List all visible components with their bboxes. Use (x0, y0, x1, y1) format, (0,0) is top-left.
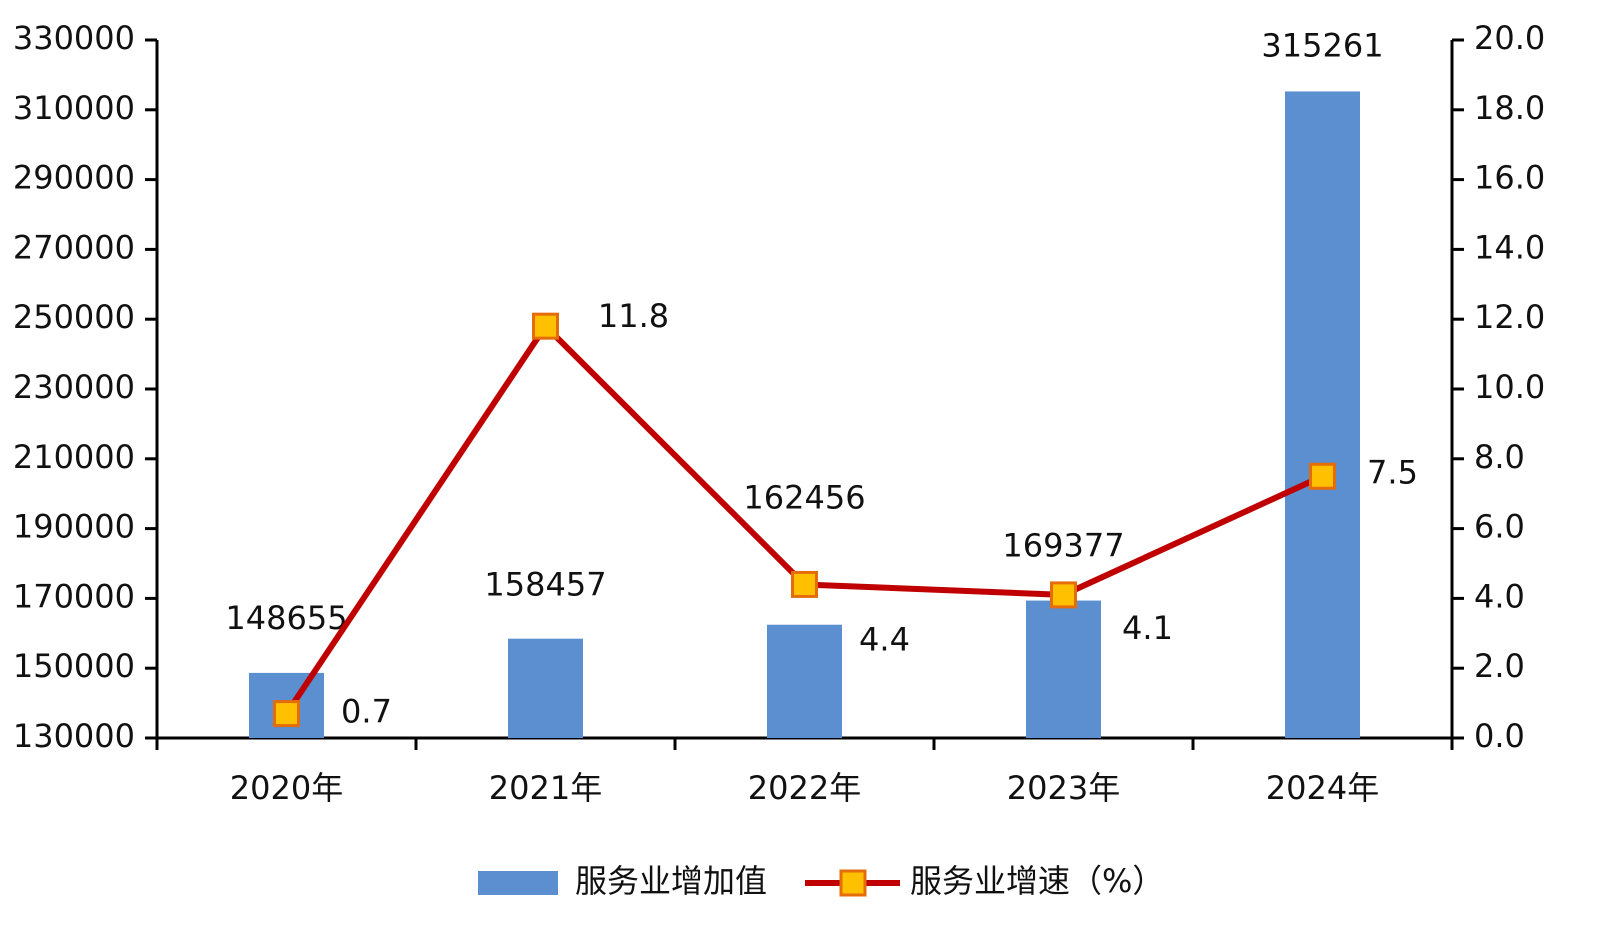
y2-tick-label: 10.0 (1474, 368, 1545, 406)
bar (1285, 91, 1360, 739)
y2-tick-label: 0.0 (1474, 717, 1525, 755)
bar-value-label: 169377 (1002, 527, 1124, 565)
line-marker (791, 570, 818, 598)
y-tick-label: 230000 (13, 368, 135, 406)
y-tick-label: 310000 (13, 89, 135, 127)
bar (508, 638, 583, 738)
y2-tick-label: 6.0 (1474, 508, 1525, 546)
y2-tick-label: 16.0 (1474, 159, 1545, 197)
x-tick-label: 2023年 (1007, 769, 1120, 807)
y2-tick-label: 12.0 (1474, 298, 1545, 336)
y2-tick-label: 14.0 (1474, 228, 1545, 266)
line-marker (273, 700, 300, 728)
y2-tick-label: 20.0 (1474, 19, 1545, 57)
y2-tick-label: 8.0 (1474, 438, 1525, 476)
bar-value-label: 162456 (743, 479, 865, 517)
line-value-label: 11.8 (598, 297, 669, 335)
x-tick-label: 2024年 (1266, 769, 1379, 807)
y-tick-label: 130000 (13, 717, 135, 755)
legend-marker (839, 869, 867, 897)
bar (767, 624, 842, 738)
legend-swatch (478, 871, 558, 895)
line-value-label: 7.5 (1367, 453, 1418, 491)
y-tick-label: 290000 (13, 159, 135, 197)
y-tick-label: 330000 (13, 19, 135, 57)
y-tick-label: 190000 (13, 508, 135, 546)
y-tick-label: 150000 (13, 647, 135, 685)
x-tick-label: 2022年 (748, 769, 861, 807)
legend-label: 服务业增加值 (575, 862, 767, 900)
line-marker (1309, 462, 1336, 490)
legend-label: 服务业增速（%） (910, 862, 1164, 900)
line-value-label: 0.7 (341, 693, 392, 731)
bar (1026, 600, 1101, 738)
y2-tick-label: 4.0 (1474, 577, 1525, 615)
x-tick-label: 2021年 (489, 769, 602, 807)
bar-value-label: 148655 (225, 599, 347, 637)
y-tick-label: 250000 (13, 298, 135, 336)
y2-tick-label: 18.0 (1474, 89, 1545, 127)
line-value-label: 4.4 (859, 620, 910, 658)
y-tick-label: 210000 (13, 438, 135, 476)
line-value-label: 4.1 (1122, 609, 1173, 647)
line-marker (1050, 581, 1077, 609)
y-tick-label: 270000 (13, 228, 135, 266)
y-tick-label: 170000 (13, 577, 135, 615)
bar-value-label: 158457 (484, 566, 606, 604)
x-tick-label: 2020年 (230, 769, 343, 807)
y2-tick-label: 2.0 (1474, 647, 1525, 685)
bar-value-label: 315261 (1261, 26, 1383, 64)
line-marker (532, 312, 559, 340)
